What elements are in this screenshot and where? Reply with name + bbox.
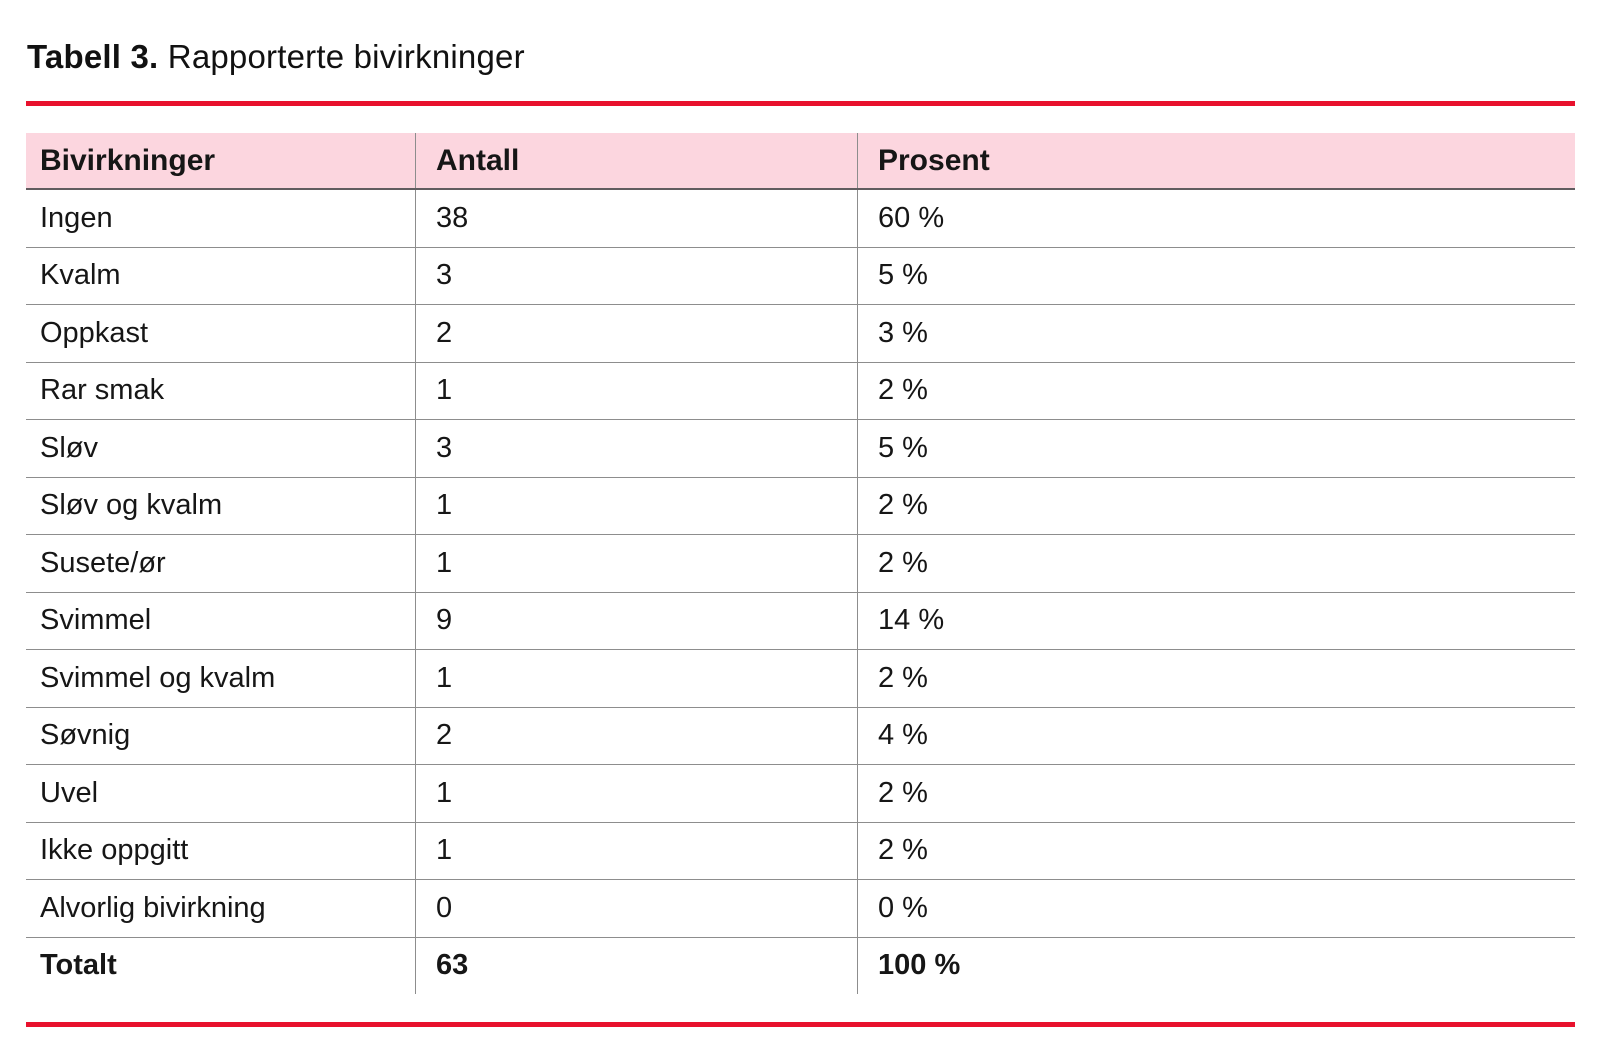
cell-antall: 1 bbox=[415, 362, 857, 419]
cell-prosent: 3 % bbox=[857, 305, 1575, 362]
top-accent-rule bbox=[26, 101, 1575, 106]
table-row: Susete/ør 1 2 % bbox=[26, 535, 1575, 593]
table-caption: Rapporterte bivirkninger bbox=[167, 38, 525, 75]
cell-antall: 1 bbox=[415, 765, 857, 822]
cell-prosent: 5 % bbox=[857, 247, 1575, 304]
cell-bivirkning: Kvalm bbox=[40, 259, 121, 292]
table-row: Rar smak 1 2 % bbox=[26, 362, 1575, 420]
cell-prosent: 2 % bbox=[857, 765, 1575, 822]
cell-antall: 2 bbox=[415, 305, 857, 362]
cell-bivirkning: Susete/ør bbox=[40, 546, 166, 579]
cell-bivirkning: Svimmel bbox=[40, 604, 152, 637]
cell-prosent: 14 % bbox=[857, 592, 1575, 649]
column-header-prosent: Prosent bbox=[857, 133, 1575, 188]
cell-bivirkning: Uvel bbox=[40, 776, 99, 809]
cell-prosent: 5 % bbox=[857, 420, 1575, 477]
cell-total-label: Totalt bbox=[40, 949, 117, 981]
cell-prosent: 2 % bbox=[857, 822, 1575, 879]
table-row: Svimmel og kvalm 1 2 % bbox=[26, 650, 1575, 708]
table-row: Ingen 38 60 % bbox=[26, 190, 1575, 248]
table-row: Kvalm 3 5 % bbox=[26, 247, 1575, 305]
cell-bivirkning: Oppkast bbox=[40, 316, 148, 349]
table-row: Svimmel 9 14 % bbox=[26, 592, 1575, 650]
table-row: Ikke oppgitt 1 2 % bbox=[26, 822, 1575, 880]
cell-antall: 1 bbox=[415, 477, 857, 534]
cell-prosent: 60 % bbox=[857, 190, 1575, 247]
table-total-row: Totalt 63 100 % bbox=[26, 937, 1575, 994]
cell-bivirkning: Sløv og kvalm bbox=[40, 489, 223, 522]
cell-bivirkning: Ikke oppgitt bbox=[40, 834, 189, 867]
cell-bivirkning: Søvnig bbox=[40, 719, 131, 752]
cell-antall: 2 bbox=[415, 707, 857, 764]
column-header-bivirkninger: Bivirkninger bbox=[40, 143, 216, 177]
cell-antall: 3 bbox=[415, 420, 857, 477]
cell-bivirkning: Rar smak bbox=[40, 374, 165, 407]
table-row: Søvnig 2 4 % bbox=[26, 707, 1575, 765]
table-number-label: Tabell 3. bbox=[27, 38, 159, 75]
cell-bivirkning: Sløv bbox=[40, 431, 98, 464]
cell-antall: 1 bbox=[415, 822, 857, 879]
cell-prosent: 2 % bbox=[857, 535, 1575, 592]
table-row: Sløv og kvalm 1 2 % bbox=[26, 477, 1575, 535]
cell-prosent: 2 % bbox=[857, 477, 1575, 534]
cell-antall: 0 bbox=[415, 880, 857, 937]
cell-prosent: 0 % bbox=[857, 880, 1575, 937]
table-row: Alvorlig bivirkning 0 0 % bbox=[26, 880, 1575, 938]
cell-prosent: 2 % bbox=[857, 650, 1575, 707]
cell-antall: 3 bbox=[415, 247, 857, 304]
table-row: Sløv 3 5 % bbox=[26, 420, 1575, 478]
column-header-antall: Antall bbox=[415, 133, 857, 188]
bottom-accent-rule bbox=[26, 1022, 1575, 1027]
cell-prosent: 2 % bbox=[857, 362, 1575, 419]
side-effects-table: Bivirkninger Antall Prosent Ingen 38 60 … bbox=[26, 133, 1575, 994]
cell-antall: 38 bbox=[415, 190, 857, 247]
cell-prosent: 4 % bbox=[857, 707, 1575, 764]
cell-bivirkning: Ingen bbox=[40, 201, 113, 234]
cell-bivirkning: Alvorlig bivirkning bbox=[40, 891, 266, 924]
table-header-row: Bivirkninger Antall Prosent bbox=[26, 133, 1575, 190]
cell-antall: 1 bbox=[415, 650, 857, 707]
cell-antall: 9 bbox=[415, 592, 857, 649]
cell-bivirkning: Svimmel og kvalm bbox=[40, 661, 276, 694]
cell-antall: 1 bbox=[415, 535, 857, 592]
cell-total-prosent: 100 % bbox=[857, 937, 1575, 994]
table-row: Uvel 1 2 % bbox=[26, 765, 1575, 823]
table-row: Oppkast 2 3 % bbox=[26, 305, 1575, 363]
cell-total-antall: 63 bbox=[415, 937, 857, 994]
page-title: Tabell 3. Rapporterte bivirkninger bbox=[27, 38, 525, 76]
